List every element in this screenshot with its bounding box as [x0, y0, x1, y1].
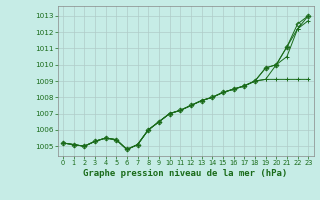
X-axis label: Graphe pression niveau de la mer (hPa): Graphe pression niveau de la mer (hPa) — [84, 169, 288, 178]
